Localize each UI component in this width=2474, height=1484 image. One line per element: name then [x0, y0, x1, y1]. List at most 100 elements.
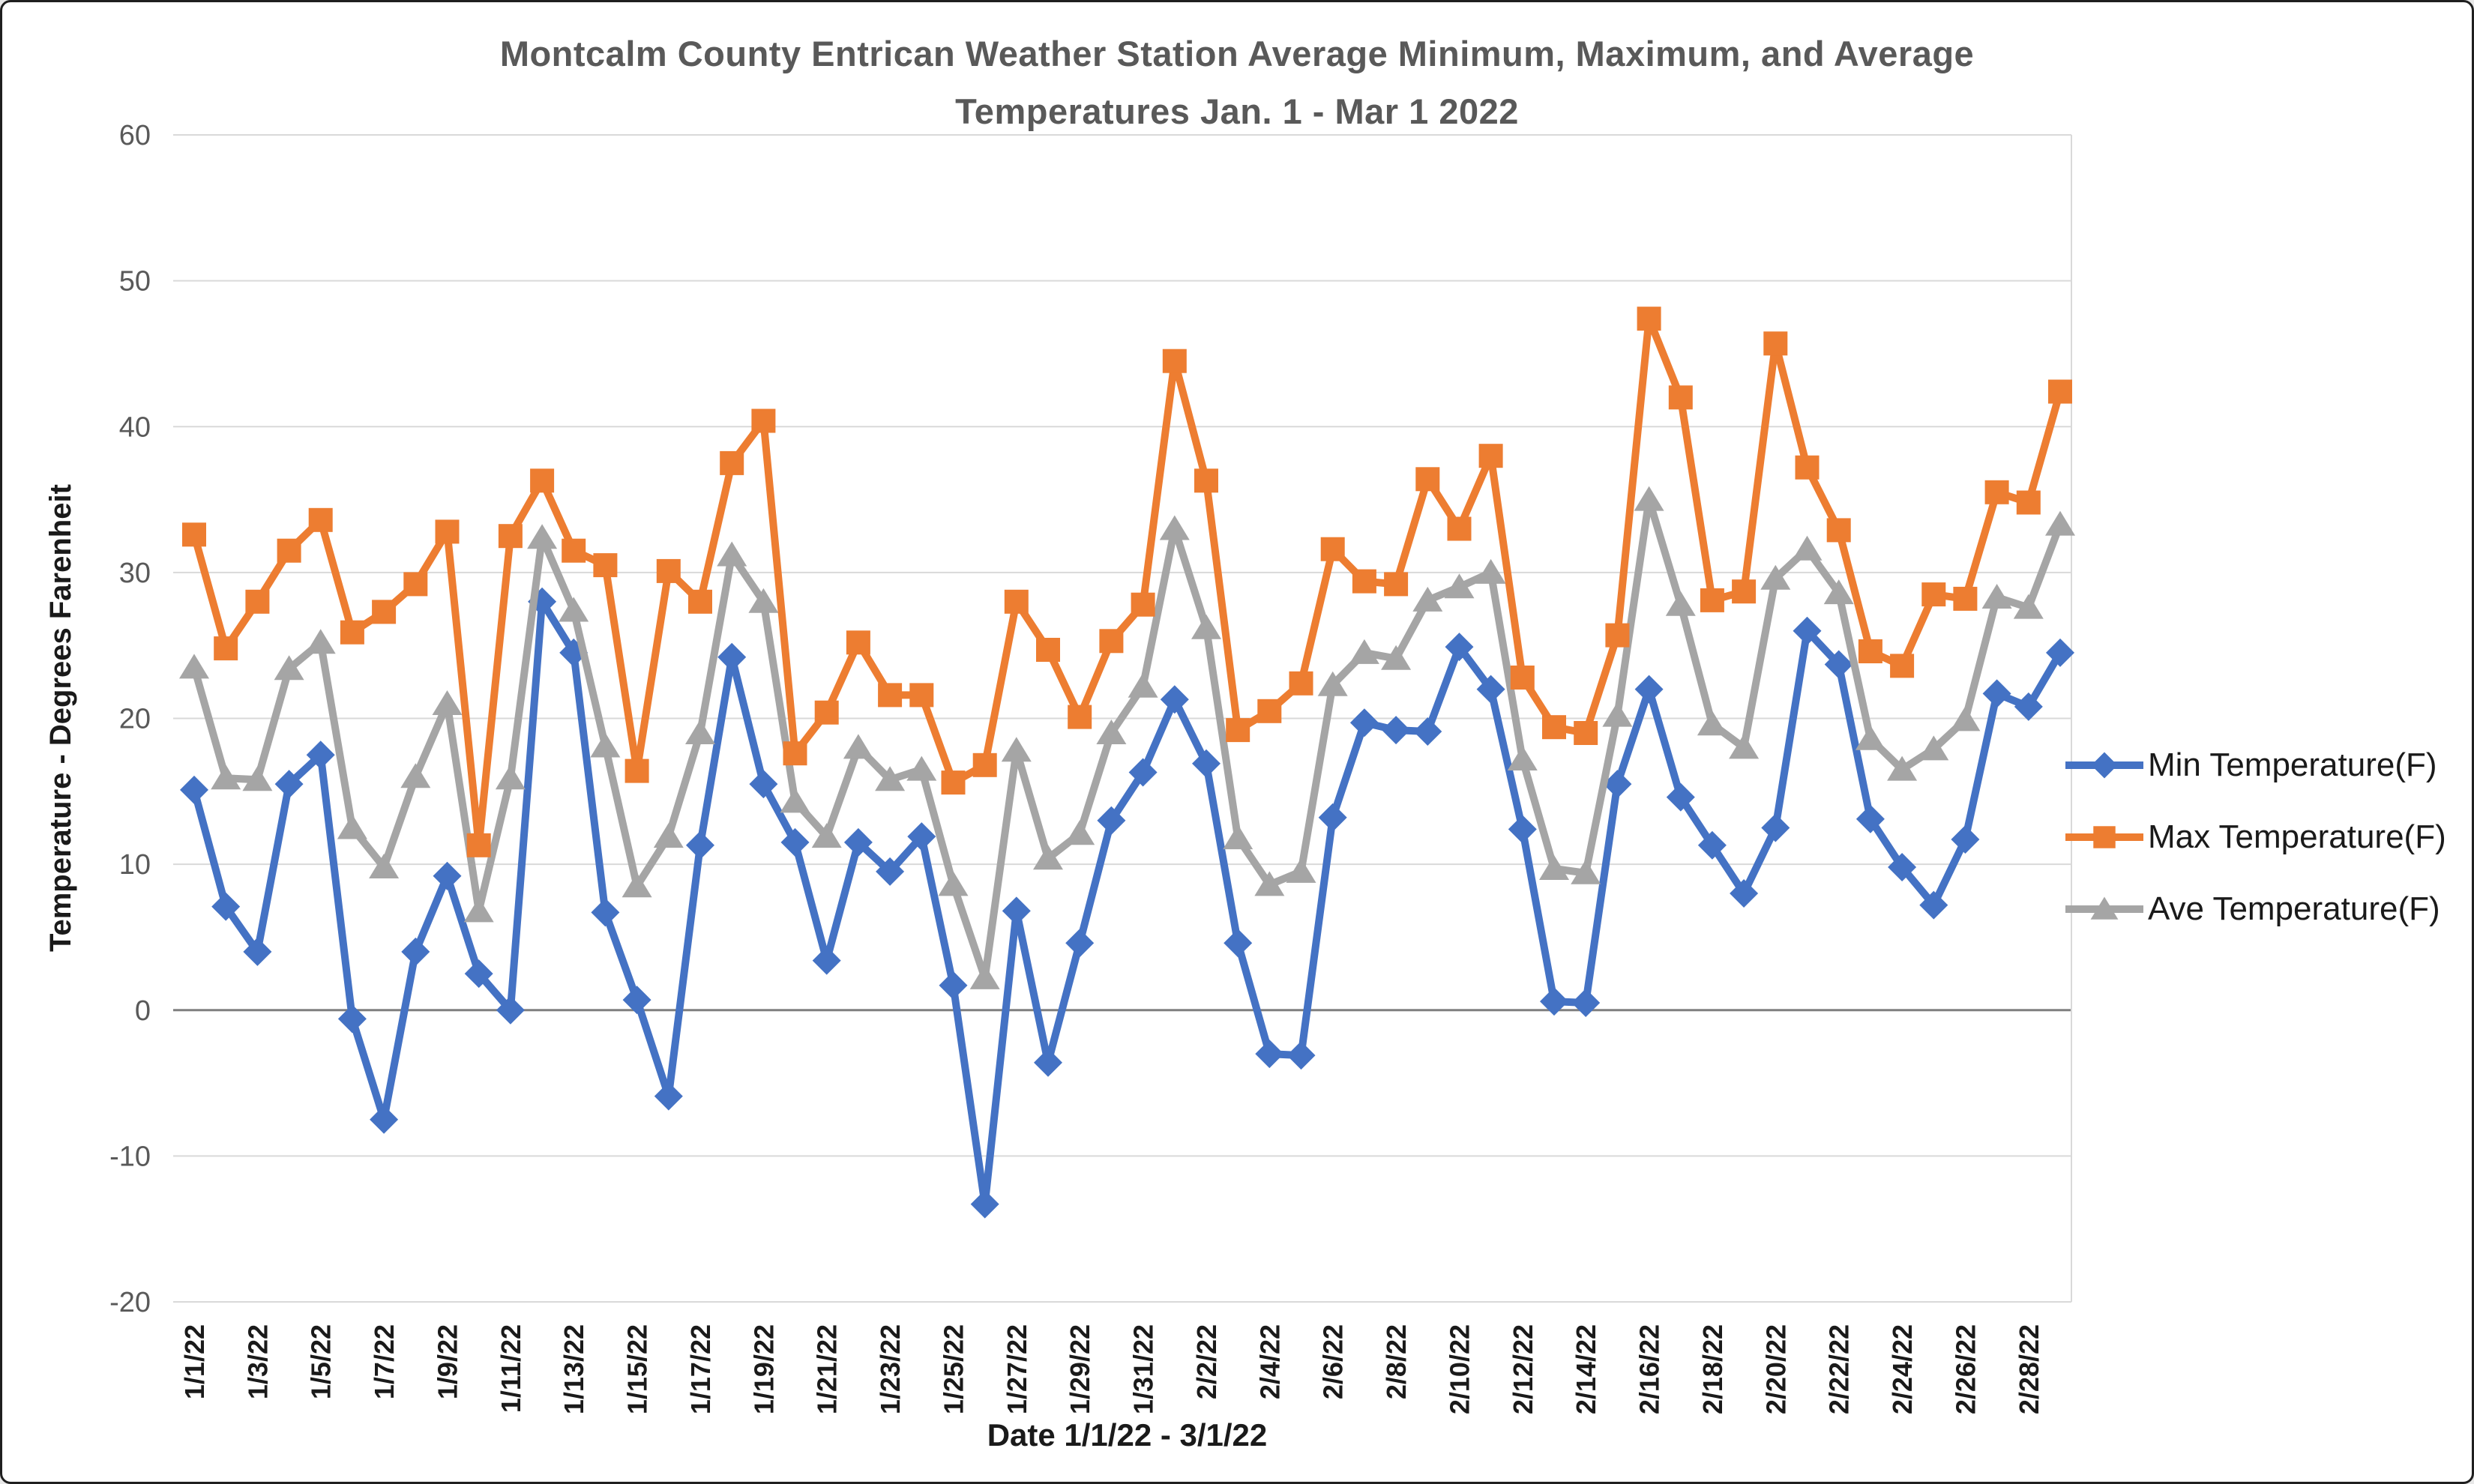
- square-marker-icon: [2048, 379, 2072, 404]
- min-series-line-icon: [2065, 752, 2143, 779]
- triangle-marker-icon: [1065, 820, 1095, 845]
- square-marker-icon: [1795, 455, 1820, 480]
- triangle-marker-icon: [1634, 486, 1664, 511]
- square-marker-icon: [1384, 572, 1409, 597]
- square-marker-icon: [1099, 629, 1124, 654]
- square-marker-icon: [1194, 468, 1218, 493]
- triangle-marker-icon: [1223, 824, 1253, 850]
- diamond-marker-icon: [1445, 633, 1474, 662]
- square-marker-icon: [1131, 592, 1155, 617]
- square-marker-icon: [1162, 349, 1187, 373]
- diamond-marker-icon: [1002, 896, 1031, 926]
- triangle-marker-icon: [1760, 564, 1791, 590]
- x-tick-label: 1/29/22: [1065, 1324, 1095, 1414]
- triangle-marker-icon: [590, 732, 621, 758]
- diamond-marker-icon: [1951, 825, 1980, 854]
- square-marker-icon: [1574, 721, 1598, 745]
- y-tick-label: 10: [119, 849, 151, 881]
- square-marker-icon: [972, 752, 997, 777]
- square-marker-icon: [846, 630, 870, 655]
- x-tick-label: 2/26/22: [1950, 1324, 1981, 1414]
- diamond-marker-icon: [749, 770, 778, 799]
- legend-label-min: Min Temperature(F): [2148, 746, 2437, 783]
- diamond-marker-icon: [306, 741, 335, 770]
- x-tick-label: 1/9/22: [433, 1324, 463, 1399]
- triangle-marker-icon: [400, 763, 431, 788]
- triangle-marker-icon: [1697, 711, 1727, 736]
- diamond-marker-icon: [1982, 679, 2011, 708]
- triangle-marker-icon: [463, 897, 494, 923]
- square-marker-icon: [466, 833, 491, 857]
- x-tick-label: 2/18/22: [1697, 1324, 1728, 1414]
- square-marker-icon: [498, 524, 523, 549]
- square-marker-icon: [530, 468, 555, 493]
- diamond-marker-icon: [1349, 708, 1379, 738]
- triangle-marker-icon: [1412, 586, 1443, 612]
- diamond-marker-icon: [2046, 638, 2074, 667]
- triangle-marker-icon: [369, 854, 400, 878]
- x-tick-label: 1/7/22: [369, 1324, 400, 1399]
- diamond-marker-icon: [180, 775, 208, 804]
- diamond-marker-icon: [1793, 616, 1822, 645]
- legend: Min Temperature(F) Max Temperature(F) Av…: [2065, 746, 2446, 965]
- square-marker-icon: [1732, 579, 1757, 604]
- x-tick-label: 2/10/22: [1445, 1324, 1475, 1414]
- square-marker-icon: [1858, 639, 1882, 663]
- diamond-marker-icon: [591, 898, 620, 927]
- triangle-marker-icon: [2090, 896, 2119, 920]
- diamond-marker-icon: [2091, 752, 2118, 779]
- square-marker-icon: [1921, 582, 1946, 607]
- diamond-marker-icon: [622, 986, 651, 1015]
- square-marker-icon: [751, 408, 776, 433]
- square-marker-icon: [688, 589, 712, 614]
- square-marker-icon: [1826, 518, 1851, 543]
- diamond-marker-icon: [274, 770, 304, 799]
- diamond-marker-icon: [1413, 717, 1442, 746]
- diamond-marker-icon: [939, 971, 968, 1000]
- diamond-marker-icon: [1224, 929, 1253, 958]
- diamond-marker-icon: [1888, 853, 1917, 881]
- diamond-marker-icon: [401, 937, 430, 966]
- diamond-marker-icon: [717, 642, 747, 672]
- square-marker-icon: [941, 770, 966, 795]
- triangle-marker-icon: [1444, 573, 1475, 599]
- square-marker-icon: [277, 538, 301, 563]
- triangle-marker-icon: [432, 690, 463, 715]
- triangle-marker-icon: [1507, 746, 1538, 770]
- square-marker-icon: [909, 683, 934, 708]
- square-marker-icon: [1510, 666, 1535, 690]
- y-tick-label: 0: [135, 995, 151, 1027]
- chart-title: Montcalm County Entrican Weather Station…: [2, 25, 2472, 140]
- triangle-marker-icon: [1001, 737, 1032, 762]
- triangle-marker-icon: [685, 720, 715, 744]
- triangle-marker-icon: [337, 814, 367, 839]
- square-marker-icon: [1763, 331, 1788, 356]
- triangle-marker-icon: [1981, 584, 2012, 609]
- series-line: [190, 495, 2064, 982]
- diamond-marker-icon: [1697, 830, 1727, 860]
- triangle-marker-icon: [1855, 725, 1885, 750]
- square-marker-icon: [1700, 588, 1724, 612]
- triangle-marker-icon: [1539, 855, 1569, 880]
- diamond-marker-icon: [780, 827, 810, 857]
- triangle-marker-icon: [274, 655, 304, 681]
- square-marker-icon: [1478, 444, 1503, 468]
- x-tick-label: 2/8/22: [1381, 1324, 1412, 1399]
- legend-label-max: Max Temperature(F): [2148, 818, 2446, 855]
- diamond-marker-icon: [1634, 675, 1664, 704]
- triangle-marker-icon: [811, 823, 842, 848]
- diamond-marker-icon: [1065, 929, 1095, 958]
- square-marker-icon: [1320, 537, 1345, 561]
- x-tick-label: 1/19/22: [748, 1324, 779, 1414]
- square-marker-icon: [1668, 385, 1693, 410]
- square-marker-icon: [1289, 671, 1313, 696]
- diamond-marker-icon: [907, 822, 936, 851]
- diamond-marker-icon: [1286, 1041, 1316, 1070]
- triangle-marker-icon: [748, 588, 779, 613]
- triangle-marker-icon: [906, 755, 937, 781]
- diamond-marker-icon: [1919, 890, 1948, 920]
- diamond-marker-icon: [1540, 987, 1568, 1016]
- y-tick-label: 20: [119, 704, 151, 735]
